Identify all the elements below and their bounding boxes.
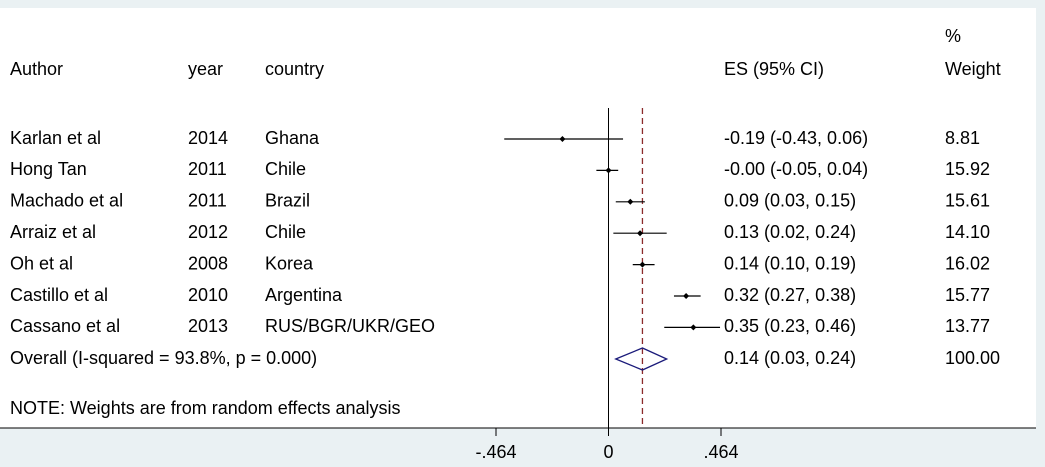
header-es: ES (95% CI) <box>724 59 824 79</box>
author: Castillo et al <box>10 285 108 305</box>
country: RUS/BGR/UKR/GEO <box>265 316 435 336</box>
country: Chile <box>265 159 306 179</box>
weight-label: 8.81 <box>945 128 980 148</box>
year: 2011 <box>188 159 227 179</box>
country: Ghana <box>265 128 320 148</box>
header-author: Author <box>10 59 63 79</box>
header-weight: Weight <box>945 59 1001 79</box>
header-year: year <box>188 59 223 79</box>
point-estimate <box>627 198 634 205</box>
weight-label: 13.77 <box>945 316 990 336</box>
x-tick-label: -.464 <box>475 442 516 462</box>
x-tick-label: .464 <box>703 442 738 462</box>
author: Oh et al <box>10 253 73 273</box>
point-estimate <box>605 167 612 174</box>
point-estimate <box>637 230 644 237</box>
author: Hong Tan <box>10 159 87 179</box>
year: 2010 <box>188 285 228 305</box>
weight-label: 15.92 <box>945 159 990 179</box>
x-tick-label: 0 <box>603 442 613 462</box>
point-estimate <box>559 136 566 142</box>
es-label: 0.09 (0.03, 0.15) <box>724 191 856 211</box>
author: Arraiz et al <box>10 222 96 242</box>
point-estimate <box>639 261 646 268</box>
country: Brazil <box>265 191 310 211</box>
overall-label: Overall (I-squared = 93.8%, p = 0.000) <box>10 348 317 368</box>
year: 2013 <box>188 316 228 336</box>
note: NOTE: Weights are from random effects an… <box>10 398 400 418</box>
header-weight-top: % <box>945 26 961 46</box>
overall-weight-label: 100.00 <box>945 348 1000 368</box>
point-estimate <box>683 293 690 299</box>
es-label: -0.00 (-0.05, 0.04) <box>724 159 868 179</box>
weight-label: 14.10 <box>945 222 990 242</box>
country: Argentina <box>265 285 343 305</box>
weight-label: 15.77 <box>945 285 990 305</box>
author: Karlan et al <box>10 128 101 148</box>
year: 2011 <box>188 191 227 211</box>
plot-background <box>0 8 1036 428</box>
author: Cassano et al <box>10 316 120 336</box>
es-label: 0.32 (0.27, 0.38) <box>724 285 856 305</box>
es-label: 0.13 (0.02, 0.24) <box>724 222 856 242</box>
country: Korea <box>265 253 314 273</box>
author: Machado et al <box>10 191 123 211</box>
year: 2008 <box>188 253 228 273</box>
overall-es-label: 0.14 (0.03, 0.24) <box>724 348 856 368</box>
country: Chile <box>265 222 306 242</box>
es-label: -0.19 (-0.43, 0.06) <box>724 128 868 148</box>
header-country: country <box>265 59 324 79</box>
point-estimate <box>690 324 697 331</box>
year: 2012 <box>188 222 228 242</box>
weight-label: 16.02 <box>945 253 990 273</box>
weight-label: 15.61 <box>945 191 990 211</box>
year: 2014 <box>188 128 228 148</box>
es-label: 0.35 (0.23, 0.46) <box>724 316 856 336</box>
overall-diamond <box>614 347 669 371</box>
es-label: 0.14 (0.10, 0.19) <box>724 253 856 273</box>
